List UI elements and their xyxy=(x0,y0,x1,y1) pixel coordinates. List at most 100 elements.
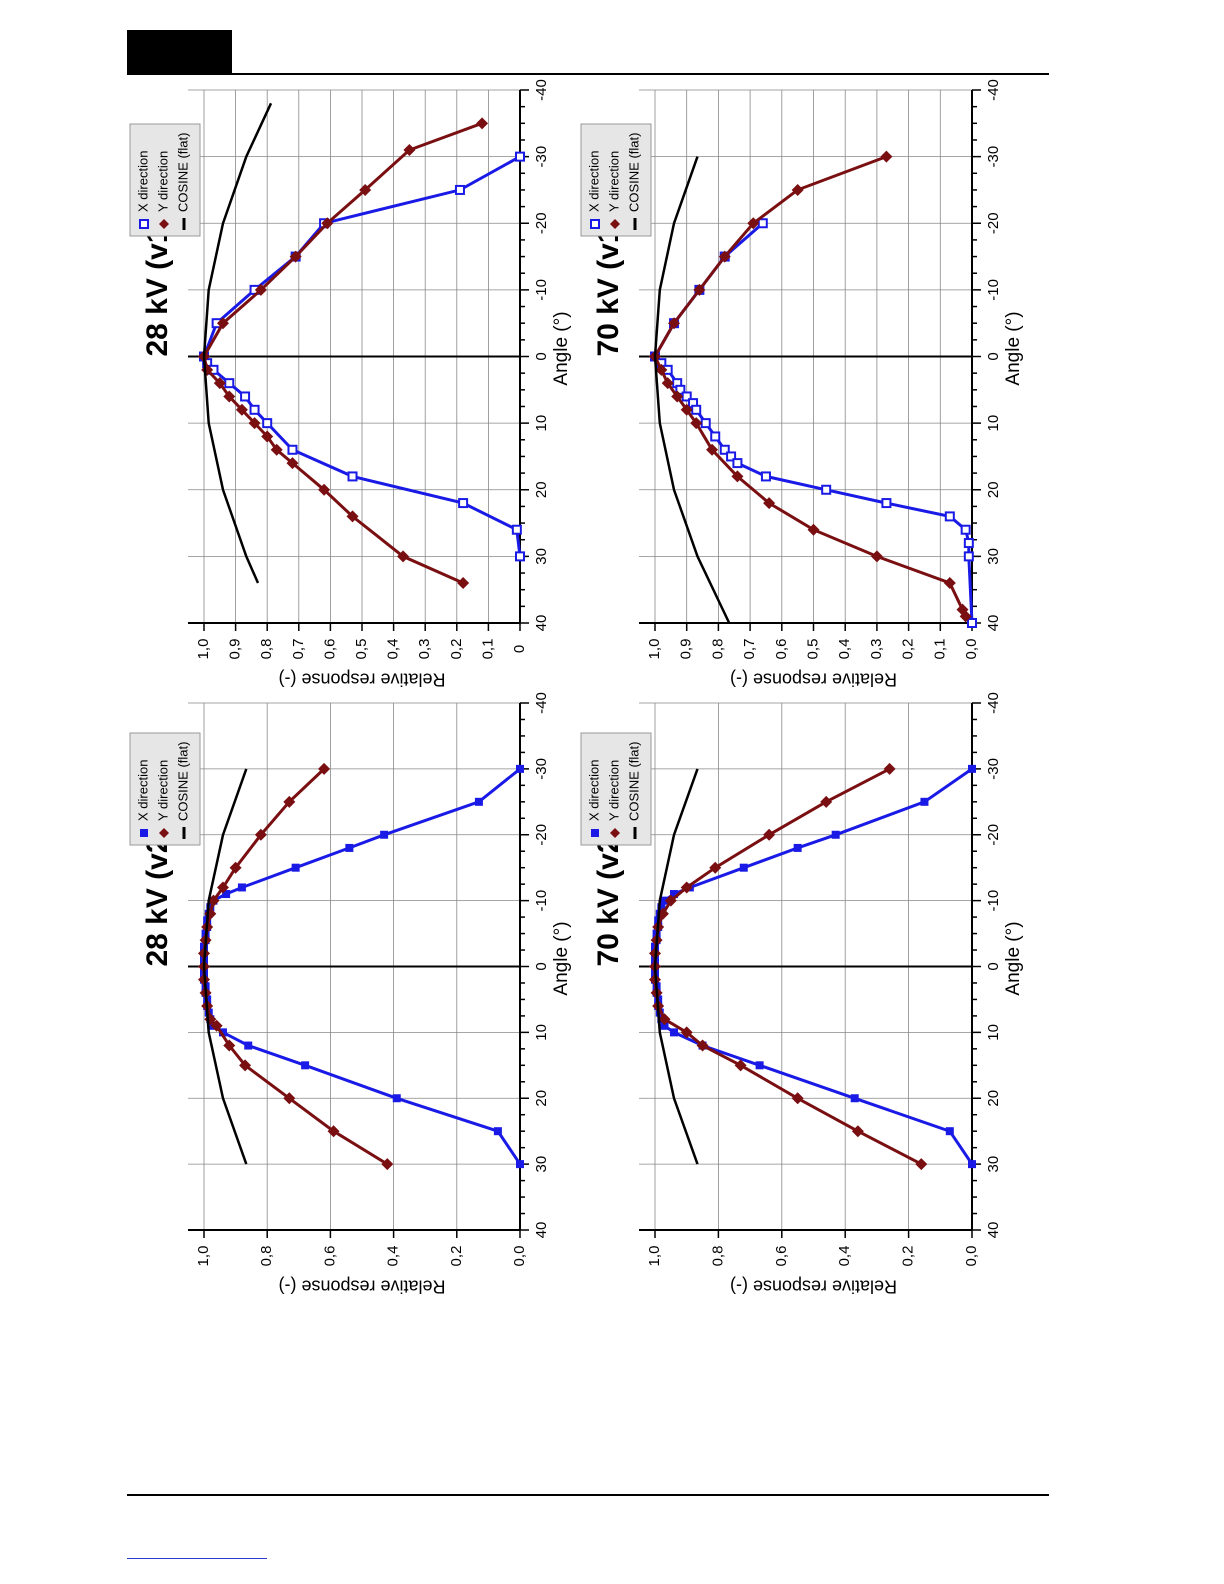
legend-label: Y direction xyxy=(155,151,170,212)
data-point xyxy=(732,458,743,469)
data-point xyxy=(760,471,771,482)
data-point xyxy=(318,762,331,775)
data-point xyxy=(706,443,719,456)
data-point xyxy=(511,524,522,535)
data-point xyxy=(403,143,416,156)
data-point xyxy=(289,250,302,263)
data-point xyxy=(881,498,892,509)
response-tick-label: 0,2 xyxy=(448,639,465,660)
legend: X direction Y direction COSINE (flat) xyxy=(580,123,652,237)
angle-tick-label: 30 xyxy=(533,548,550,565)
data-point xyxy=(944,511,955,522)
data-point xyxy=(734,1059,747,1072)
data-point xyxy=(693,283,706,296)
series-line xyxy=(202,102,273,584)
legend-marker xyxy=(140,829,148,837)
data-point xyxy=(963,551,974,562)
angle-tick-label: -10 xyxy=(985,279,1002,301)
angle-tick-label: -40 xyxy=(985,692,1002,714)
data-point xyxy=(474,797,483,806)
header-black-block xyxy=(127,30,232,74)
data-point xyxy=(248,417,261,430)
data-point xyxy=(821,484,832,495)
data-point xyxy=(206,903,215,912)
data-point xyxy=(286,457,299,470)
response-tick-label: 0,4 xyxy=(836,639,853,660)
series-line xyxy=(653,768,699,1165)
data-point xyxy=(229,861,242,874)
legend-marker xyxy=(610,828,620,838)
angle-tick-label: -10 xyxy=(985,890,1002,912)
chart-28kv-v1: -40 -30 -20 -10 0 10 20 30 40 1,0 0,9 0,8 0,7 0,6 0,5 0… xyxy=(129,79,572,689)
angle-tick-label: -20 xyxy=(985,824,1002,846)
legend: X direction Y direction COSINE (flat) xyxy=(129,123,201,237)
data-point xyxy=(870,550,883,563)
response-tick-label: 0,4 xyxy=(836,1246,853,1267)
angle-tick-label: 30 xyxy=(533,1156,550,1173)
data-point xyxy=(945,1127,954,1136)
response-tick-label: 0,0 xyxy=(963,639,980,660)
data-point xyxy=(831,830,840,839)
data-point xyxy=(458,498,469,509)
data-point xyxy=(690,417,703,430)
angle-tick-label: 40 xyxy=(985,615,1002,632)
data-point xyxy=(261,430,274,443)
series-line xyxy=(653,155,968,617)
angle-tick-label: -20 xyxy=(985,212,1002,234)
data-point xyxy=(820,795,833,808)
legend-label: COSINE (flat) xyxy=(626,133,641,212)
chart-title: 70 kV (v2) xyxy=(592,826,625,966)
data-point xyxy=(967,618,977,628)
data-point xyxy=(218,1028,227,1037)
data-point xyxy=(213,377,226,390)
legend-label: X direction xyxy=(586,760,601,821)
data-point xyxy=(668,317,681,330)
response-tick-label: 0,2 xyxy=(448,1246,465,1267)
response-tick-label: 0,1 xyxy=(931,639,948,660)
data-point xyxy=(515,551,525,562)
data-point xyxy=(968,764,976,773)
data-point xyxy=(880,150,893,163)
data-point xyxy=(757,218,768,229)
data-point xyxy=(718,250,731,263)
legend-label: X direction xyxy=(586,151,601,212)
angle-tick-label: 10 xyxy=(533,415,550,432)
data-point xyxy=(960,524,971,535)
data-point xyxy=(301,1061,310,1070)
legend-label: COSINE (flat) xyxy=(175,133,190,212)
legend-marker xyxy=(591,829,599,837)
angle-axis-title: Angle (°) xyxy=(1003,311,1024,385)
angle-tick-label: 40 xyxy=(533,615,550,632)
data-point xyxy=(710,431,721,442)
data-point xyxy=(726,451,737,462)
response-tick-label: 0,4 xyxy=(385,1246,402,1267)
data-point xyxy=(249,404,260,415)
response-tick-label: 0,6 xyxy=(321,1246,338,1267)
data-point xyxy=(239,1059,252,1072)
data-point xyxy=(287,444,298,455)
response-tick-label: 0,9 xyxy=(227,639,244,660)
footer-link-underline[interactable] xyxy=(127,1558,267,1559)
data-point xyxy=(345,843,354,852)
data-point xyxy=(968,1160,976,1169)
data-point xyxy=(959,610,972,623)
data-point xyxy=(793,843,802,852)
data-point xyxy=(493,1127,502,1136)
angle-tick-label: 20 xyxy=(985,1090,1002,1107)
angle-tick-label: -20 xyxy=(533,212,550,234)
data-point xyxy=(516,764,524,773)
data-point xyxy=(670,890,679,899)
legend-label: Y direction xyxy=(155,760,170,821)
angle-tick-label: 30 xyxy=(985,1156,1002,1173)
legend: X direction Y direction COSINE (flat) xyxy=(580,732,652,846)
series-cosine-flat- xyxy=(202,768,248,1165)
data-point xyxy=(660,896,669,905)
angle-axis-title: Angle (°) xyxy=(1003,921,1024,995)
data-point xyxy=(216,317,229,330)
chart-title: 28 kV (v2) xyxy=(141,826,174,966)
data-point xyxy=(680,403,693,416)
legend-label: Y direction xyxy=(606,760,621,821)
data-point xyxy=(516,1160,524,1169)
data-point xyxy=(763,497,776,510)
data-point xyxy=(476,117,489,130)
